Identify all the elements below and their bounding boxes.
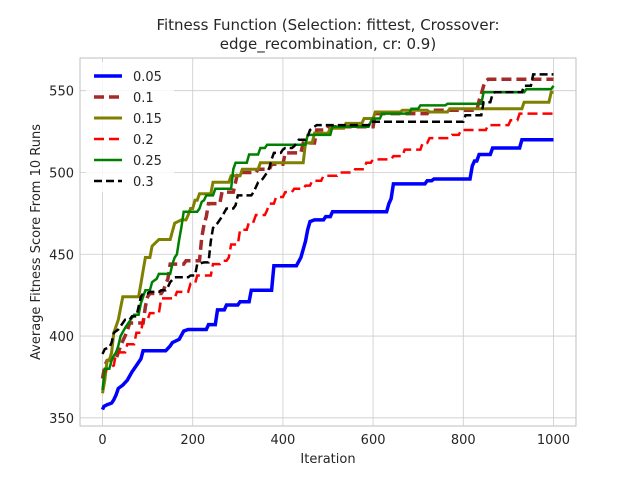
y-axis-label: Average Fitness Score From 10 Runs: [29, 124, 44, 360]
x-tick-label: 800: [451, 433, 476, 448]
legend-label: 0.3: [133, 175, 154, 190]
legend-label: 0.25: [133, 154, 162, 169]
legend-label: 0.15: [133, 112, 162, 127]
y-tick-label: 500: [49, 166, 74, 181]
legend-label: 0.1: [133, 91, 154, 106]
y-tick-label: 550: [49, 85, 74, 100]
chart-title-line-2: edge_recombination, cr: 0.9): [220, 35, 436, 54]
x-tick-label: 0: [98, 433, 106, 448]
legend-label: 0.2: [133, 133, 154, 148]
x-tick-label: 400: [270, 433, 295, 448]
legend: 0.05 0.1 0.15 0.2 0.25 0.3: [86, 62, 174, 192]
x-axis-label: Iteration: [300, 452, 355, 467]
x-tick-label: 200: [180, 433, 205, 448]
x-tick-label: 600: [361, 433, 386, 448]
y-tick-label: 350: [49, 412, 74, 427]
y-tick-label: 450: [49, 248, 74, 263]
x-tick-label: 1000: [537, 433, 570, 448]
y-tick-label: 400: [49, 330, 74, 345]
chart-title-line-1: Fitness Function (Selection: fittest, Cr…: [156, 16, 499, 34]
legend-label: 0.05: [133, 70, 162, 85]
